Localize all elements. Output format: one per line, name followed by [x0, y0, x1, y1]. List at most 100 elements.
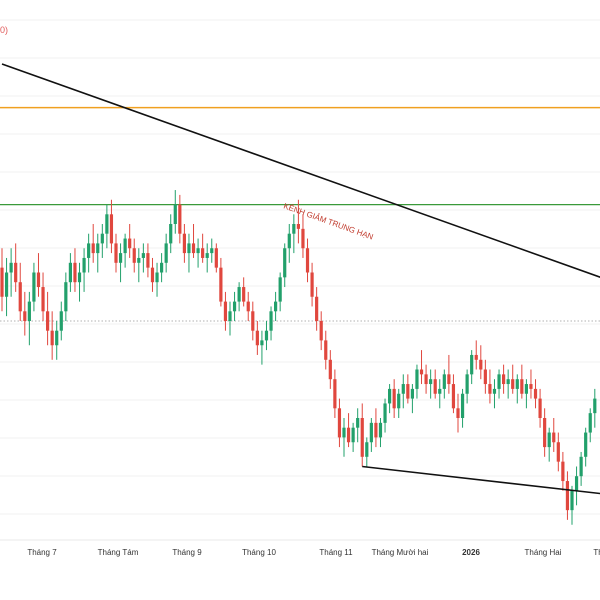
candle-body [515, 379, 519, 389]
candle-body [456, 408, 460, 418]
candle-body [543, 418, 547, 448]
candle-body [274, 301, 278, 312]
candle-body [511, 379, 515, 389]
candle-body [556, 442, 560, 462]
candle-body [547, 432, 551, 448]
channel-bottom-trendline[interactable] [362, 465, 600, 520]
candle-body [465, 374, 469, 394]
candle-body [328, 359, 332, 380]
candle-body [424, 374, 428, 385]
candle-body [191, 243, 196, 254]
x-tick-label: Tháng Tám [98, 548, 139, 557]
candle-body [410, 388, 414, 399]
candle-body [27, 301, 31, 321]
candle-body [164, 243, 168, 263]
candle-body [87, 243, 91, 258]
candle-body [497, 374, 501, 389]
candle-body [520, 379, 524, 394]
candle-body [584, 432, 588, 457]
x-tick-label: Tháng 7 [27, 548, 57, 557]
candle-body [264, 330, 269, 341]
candle-body [283, 248, 287, 278]
candle-body [579, 456, 583, 477]
candle-body [588, 413, 592, 433]
candle-body [260, 340, 264, 346]
candle-body [460, 393, 465, 418]
candle-body [232, 301, 237, 312]
candle-body [561, 461, 565, 482]
candle-body [55, 330, 59, 346]
candle-body [146, 253, 150, 268]
candle-body [255, 330, 259, 346]
candle-body [132, 248, 136, 263]
candle-body [479, 359, 483, 370]
candle-body [100, 233, 104, 244]
candle-body [342, 427, 346, 438]
candle-body [46, 311, 50, 331]
candle-body [128, 238, 132, 249]
candle-body [524, 384, 528, 394]
candle-body [406, 384, 410, 399]
horizontal-gridlines [0, 19, 600, 515]
x-tick-label: Tháng 10 [242, 548, 276, 557]
candle-body [315, 296, 319, 321]
candle-body [68, 262, 72, 283]
candle-body [251, 311, 255, 331]
candle-body [397, 393, 401, 409]
candle-body [483, 369, 487, 385]
candle-body [447, 374, 451, 385]
candle-body [214, 248, 218, 268]
candle-body [141, 253, 145, 258]
candle-body [310, 272, 314, 297]
candle-body [59, 311, 63, 331]
candle-body [388, 388, 392, 404]
candle-body [324, 340, 328, 360]
candle-body [36, 272, 41, 288]
candle-body [118, 253, 123, 263]
candle-body [173, 204, 177, 224]
candle-body [337, 408, 342, 438]
candle-body [137, 257, 141, 263]
candle-body [305, 248, 310, 273]
candle-body [565, 481, 570, 511]
candle-body [296, 224, 300, 229]
candle-body [433, 379, 437, 394]
candle-body [470, 354, 474, 375]
candle-body [23, 311, 27, 321]
candle-body [77, 272, 82, 283]
candle-body [150, 267, 155, 283]
candle-body [442, 374, 446, 389]
channel-top-trendline[interactable] [1, 63, 600, 360]
candle-body [114, 243, 118, 263]
candle-body [155, 272, 159, 283]
candle-body [360, 418, 364, 457]
candle-body [346, 427, 351, 443]
candle-body [415, 369, 419, 389]
candle-body [301, 228, 305, 249]
candle-body [109, 214, 114, 244]
candle-body [0, 267, 4, 297]
candle-body [492, 388, 497, 394]
candle-body [401, 384, 405, 394]
candle-body [178, 204, 182, 234]
candle-body [502, 374, 506, 385]
candle-body [246, 301, 250, 312]
candle-body [50, 330, 54, 346]
candle-body [201, 248, 205, 258]
candle-body [242, 287, 246, 302]
candle-body [292, 224, 296, 234]
candle-body [14, 262, 18, 283]
candle-body [451, 384, 456, 409]
candle-body [552, 432, 556, 443]
candle-body [529, 384, 533, 389]
candle-body [18, 282, 22, 312]
candle-body [160, 262, 164, 273]
candle-body [533, 388, 538, 399]
candle-body [96, 243, 100, 254]
x-axis-ticks: Tháng 7 Tháng Tám Tháng 9 Tháng 10 Tháng 11 T… [27, 548, 600, 557]
candle-body [91, 243, 95, 254]
candle-body [196, 248, 200, 254]
candle-body [319, 321, 323, 341]
